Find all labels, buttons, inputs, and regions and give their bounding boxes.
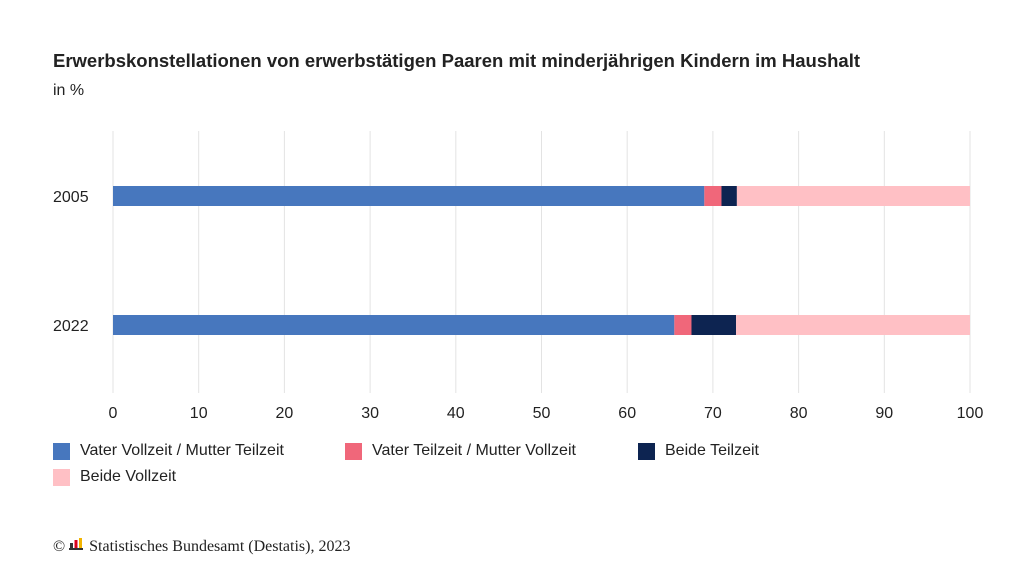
x-tick-label: 30 bbox=[361, 405, 379, 422]
category-labels: 2005 2022 bbox=[53, 189, 89, 335]
chart-title: Erwerbskonstellationen von erwerbstätige… bbox=[53, 50, 860, 71]
source-text: Statistisches Bundesamt (Destatis), 2023 bbox=[89, 538, 351, 555]
gridlines bbox=[112, 131, 971, 393]
x-tick-label: 80 bbox=[790, 405, 808, 422]
bar-segment bbox=[736, 186, 970, 206]
chart-subtitle: in % bbox=[53, 82, 85, 99]
bar-segment bbox=[721, 186, 737, 206]
x-tick-label: 70 bbox=[704, 405, 722, 422]
x-axis-tick-labels: 0 10 20 30 40 50 60 70 80 90 100 bbox=[109, 405, 984, 422]
category-label: 2022 bbox=[53, 318, 89, 335]
x-tick-label: 90 bbox=[875, 405, 893, 422]
legend-label: Vater Teilzeit / Mutter Vollzeit bbox=[372, 442, 576, 459]
bar-segment bbox=[113, 186, 705, 206]
legend-swatch bbox=[638, 442, 655, 460]
copyright-symbol: © bbox=[53, 538, 66, 555]
legend-swatch bbox=[53, 442, 70, 460]
destatis-logo-icon bbox=[69, 538, 84, 556]
legend-item: Beide Vollzeit bbox=[53, 468, 176, 486]
legend-label: Beide Teilzeit bbox=[665, 442, 759, 459]
bar-segment bbox=[674, 315, 692, 335]
legend-swatch bbox=[345, 442, 362, 460]
legend-swatch bbox=[53, 468, 70, 486]
legend-label: Beide Vollzeit bbox=[80, 468, 177, 485]
x-tick-label: 0 bbox=[109, 405, 118, 422]
x-tick-label: 40 bbox=[447, 405, 465, 422]
legend-item: Beide Teilzeit bbox=[638, 442, 759, 460]
legend-item: Vater Vollzeit / Mutter Teilzeit bbox=[53, 442, 284, 460]
x-tick-label: 60 bbox=[618, 405, 636, 422]
bar-segment bbox=[704, 186, 722, 206]
source-footer: © Statistisches Bundesamt (Destatis), 20… bbox=[53, 538, 350, 556]
bar-segment bbox=[736, 315, 970, 335]
bar-segment bbox=[113, 315, 675, 335]
bar-segment bbox=[691, 315, 737, 335]
legend-label: Vater Vollzeit / Mutter Teilzeit bbox=[80, 442, 284, 459]
x-tick-label: 50 bbox=[533, 405, 551, 422]
category-label: 2005 bbox=[53, 189, 89, 206]
x-tick-label: 100 bbox=[957, 405, 984, 422]
legend-item: Vater Teilzeit / Mutter Vollzeit bbox=[345, 442, 576, 460]
x-tick-label: 20 bbox=[276, 405, 294, 422]
bar-series bbox=[113, 186, 970, 335]
x-tick-label: 10 bbox=[190, 405, 208, 422]
